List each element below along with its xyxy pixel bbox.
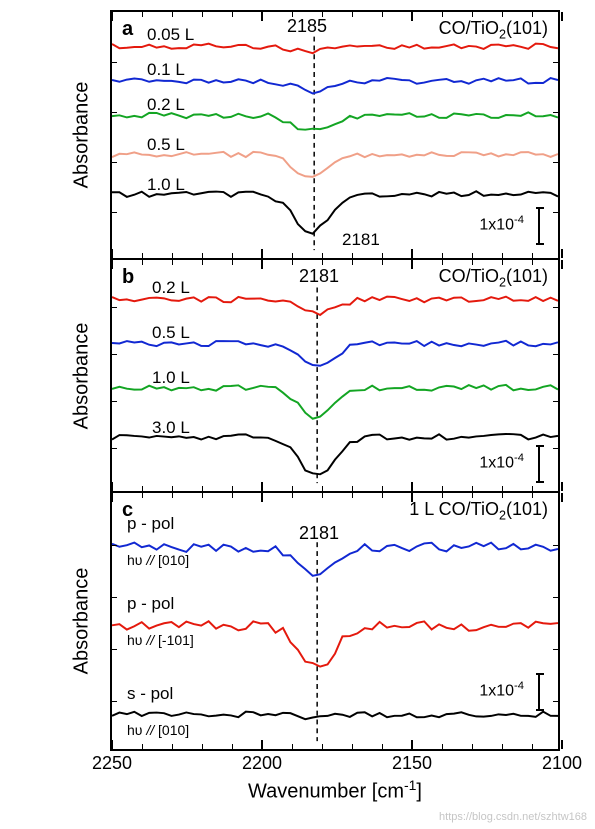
x-tick-label: 2200 <box>242 753 282 774</box>
series-sublabel: hυ // [010] <box>127 722 189 738</box>
series-label: 0.5 L <box>152 323 190 343</box>
panel-title-a: CO/TiO2(101) <box>439 18 548 42</box>
series-label: 1.0 L <box>152 368 190 388</box>
series-label: s - pol <box>127 684 173 704</box>
bottom-peak-label-a: 2181 <box>342 230 380 250</box>
scale-text-a: 1x10-4 <box>479 214 524 234</box>
peak-label-b: 2181 <box>299 266 339 287</box>
scale-text-c: 1x10-4 <box>479 680 524 700</box>
panel-c: Absorbance c 1 L CO/TiO2(101) 2181 1x10-… <box>110 491 560 751</box>
watermark: https://blog.csdn.net/szhtw168 <box>439 811 587 823</box>
scale-text-b: 1x10-4 <box>479 452 524 472</box>
y-axis-label-a: Absorbance <box>71 82 94 189</box>
x-axis-label: Wavenumber [cm-1] <box>248 777 422 804</box>
series-sublabel: hυ // [-101] <box>127 632 194 648</box>
spectrum-line <box>112 78 558 93</box>
figure-container: Absorbance a CO/TiO2(101) 2185 2181 1x10… <box>50 10 575 790</box>
spectrum-line <box>112 44 558 54</box>
panel-letter-a: a <box>122 18 133 41</box>
peak-label-a: 2185 <box>287 16 327 37</box>
scale-bar-a <box>538 207 540 245</box>
x-tick-label: 2150 <box>392 753 432 774</box>
y-axis-label-c: Absorbance <box>71 568 94 675</box>
x-tick-label: 2250 <box>92 753 132 774</box>
scale-bar-c <box>538 673 540 711</box>
series-label: p - pol <box>127 514 174 534</box>
series-label: 3.0 L <box>152 418 190 438</box>
series-label: 0.2 L <box>147 95 185 115</box>
spectrum-line <box>112 385 558 419</box>
series-label: 0.05 L <box>147 25 194 45</box>
series-label: 0.5 L <box>147 135 185 155</box>
peak-label-c: 2181 <box>299 523 339 544</box>
spectrum-line <box>112 712 558 719</box>
series-label: 0.1 L <box>147 60 185 80</box>
panel-title-b: CO/TiO2(101) <box>439 266 548 290</box>
panel-a: Absorbance a CO/TiO2(101) 2185 2181 1x10… <box>110 10 560 260</box>
y-axis-label-b: Absorbance <box>71 322 94 429</box>
spectrum-line <box>112 341 558 366</box>
series-label: p - pol <box>127 594 174 614</box>
panel-letter-b: b <box>122 266 134 289</box>
panel-b: Absorbance b CO/TiO2(101) 2181 1x10-4 0.… <box>110 258 560 493</box>
panel-title-c: 1 L CO/TiO2(101) <box>409 499 548 523</box>
x-tick-label: 2100 <box>542 753 582 774</box>
scale-bar-b <box>538 445 540 483</box>
series-sublabel: hυ // [010] <box>127 552 189 568</box>
spectrum-line <box>112 152 558 177</box>
series-label: 0.2 L <box>152 278 190 298</box>
spectrum-line <box>112 297 558 315</box>
series-label: 1.0 L <box>147 175 185 195</box>
